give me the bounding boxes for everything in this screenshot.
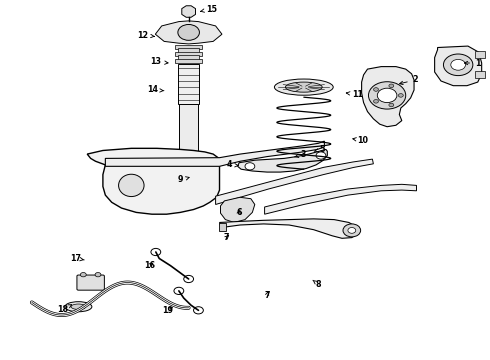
Circle shape	[174, 287, 184, 294]
Polygon shape	[435, 46, 482, 86]
Ellipse shape	[71, 304, 86, 309]
Bar	[175, 45, 202, 49]
Circle shape	[184, 275, 194, 283]
Bar	[178, 64, 199, 104]
Polygon shape	[362, 67, 414, 127]
Circle shape	[245, 163, 255, 170]
Circle shape	[95, 273, 101, 277]
Text: 4: 4	[226, 161, 238, 169]
Circle shape	[368, 82, 406, 109]
Text: 3: 3	[294, 150, 306, 159]
Polygon shape	[155, 21, 222, 44]
Text: 12: 12	[138, 31, 154, 40]
Circle shape	[377, 88, 397, 103]
Bar	[475, 71, 485, 78]
Ellipse shape	[285, 82, 322, 92]
Polygon shape	[238, 149, 327, 172]
Circle shape	[151, 248, 161, 256]
Ellipse shape	[65, 302, 92, 312]
Circle shape	[451, 59, 465, 70]
Circle shape	[398, 94, 403, 97]
Ellipse shape	[274, 79, 333, 95]
Text: 13: 13	[150, 57, 168, 66]
Bar	[178, 48, 199, 53]
Text: 9: 9	[177, 175, 189, 184]
FancyBboxPatch shape	[77, 275, 104, 290]
Text: 6: 6	[236, 208, 242, 217]
Text: 7: 7	[264, 291, 270, 300]
Circle shape	[373, 99, 378, 103]
Text: 15: 15	[200, 4, 217, 13]
Circle shape	[389, 103, 394, 107]
Polygon shape	[105, 141, 324, 166]
Text: 18: 18	[57, 305, 72, 314]
Polygon shape	[220, 197, 255, 222]
Bar	[201, 184, 206, 195]
Circle shape	[443, 54, 473, 76]
Text: 2: 2	[400, 76, 418, 85]
Polygon shape	[265, 184, 416, 214]
Circle shape	[184, 185, 194, 193]
Bar	[179, 104, 198, 182]
Text: 8: 8	[313, 280, 321, 289]
Circle shape	[348, 228, 356, 233]
Text: 19: 19	[162, 306, 173, 315]
Text: 16: 16	[144, 261, 155, 270]
Bar	[475, 51, 485, 58]
Text: 5: 5	[314, 145, 325, 154]
Text: 7: 7	[223, 233, 229, 242]
Bar	[178, 55, 199, 60]
Text: 17: 17	[71, 254, 84, 263]
Circle shape	[194, 307, 203, 314]
Polygon shape	[182, 6, 196, 17]
Text: 11: 11	[346, 90, 363, 99]
Bar	[172, 184, 176, 195]
Polygon shape	[87, 148, 220, 214]
Circle shape	[389, 84, 394, 87]
Text: 14: 14	[147, 85, 164, 94]
Ellipse shape	[119, 174, 144, 197]
Circle shape	[373, 88, 378, 91]
Circle shape	[343, 224, 361, 237]
Circle shape	[316, 152, 326, 159]
Bar	[175, 59, 202, 63]
Bar	[176, 155, 201, 161]
Bar	[175, 52, 202, 56]
Bar	[219, 223, 226, 231]
Polygon shape	[220, 219, 358, 238]
Polygon shape	[216, 159, 373, 204]
Circle shape	[80, 273, 86, 277]
Text: 1: 1	[465, 58, 481, 68]
Circle shape	[178, 24, 199, 40]
Bar	[174, 182, 203, 191]
Text: 10: 10	[353, 136, 368, 145]
